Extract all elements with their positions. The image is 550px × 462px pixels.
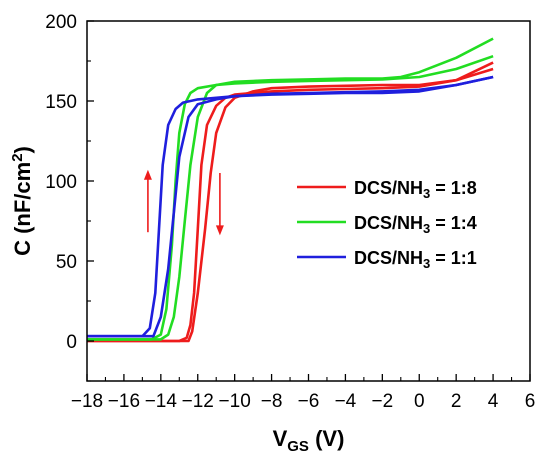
series-line	[87, 61, 494, 343]
y-tick-label: 0	[66, 332, 77, 353]
x-tick-label: −6	[298, 391, 320, 412]
series-line	[87, 67, 494, 343]
x-tick-label: −14	[145, 391, 178, 412]
x-tick-label: −18	[71, 391, 103, 412]
x-axis-title: VGS (V)	[273, 426, 345, 455]
legend-item: DCS/NH3 = 1:8	[297, 178, 477, 201]
down-arrow	[215, 173, 224, 236]
x-tick-label: 2	[451, 391, 462, 412]
x-tick-label: 4	[488, 391, 499, 412]
x-tick-label: −10	[219, 391, 251, 412]
x-tick-label: −16	[108, 391, 140, 412]
legend-item: DCS/NH3 = 1:4	[297, 213, 477, 236]
series-line	[87, 37, 494, 341]
sweep-arrows	[143, 169, 224, 236]
y-tick-label: 100	[45, 172, 77, 193]
x-tick-label: −4	[335, 391, 357, 412]
legend-label: DCS/NH3 = 1:1	[354, 248, 477, 271]
legend-label: DCS/NH3 = 1:4	[354, 213, 477, 236]
series-curves	[87, 37, 494, 343]
legend-label: DCS/NH3 = 1:8	[354, 178, 477, 201]
axis-ticks: −18 −16 −14 −12 −10 −8 −6 −4 −2 0 2 4 6 0 50 100 150 200	[45, 12, 535, 412]
y-tick-label: 200	[45, 12, 77, 33]
y-tick-label: 150	[45, 92, 77, 113]
legend-item: DCS/NH3 = 1:1	[297, 248, 477, 271]
x-tick-label: −8	[261, 391, 283, 412]
x-tick-label: 0	[414, 391, 425, 412]
legend: DCS/NH3 = 1:8 DCS/NH3 = 1:4 DCS/NH3 = 1:…	[297, 178, 477, 271]
series-line	[87, 75, 494, 338]
x-tick-label: −12	[182, 391, 214, 412]
y-axis-title: C (nF/cm2)	[9, 146, 35, 256]
x-tick-label: 6	[525, 391, 536, 412]
y-tick-label: 50	[56, 252, 77, 273]
series-line	[87, 75, 494, 338]
plot-frame	[86, 20, 531, 382]
up-arrow	[143, 169, 152, 233]
x-tick-label: −2	[371, 391, 393, 412]
